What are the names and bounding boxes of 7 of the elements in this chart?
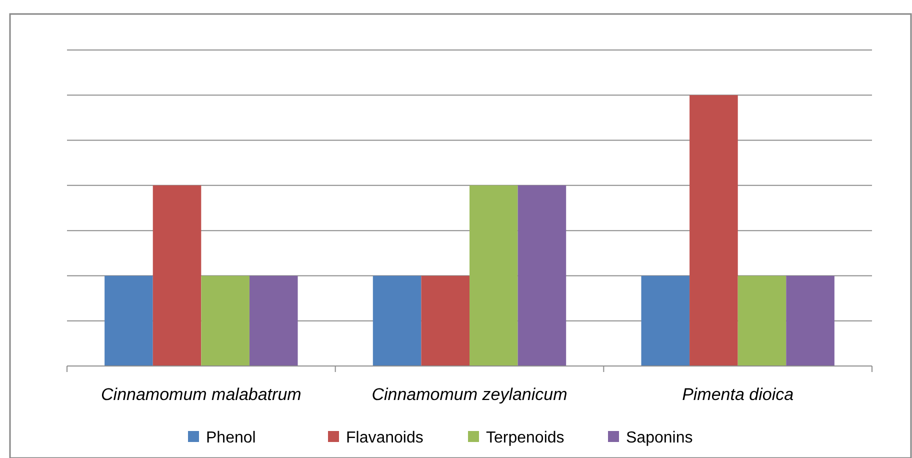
x-tick-label: Pimenta dioica [682, 385, 794, 404]
x-tick-label: Cinnamomum zeylanicum [372, 385, 568, 404]
legend-label: Flavanoids [346, 430, 424, 447]
x-tick-label: Cinnamomum malabatrum [101, 385, 302, 404]
legend-label: Phenol [206, 430, 256, 447]
legend-label: Terpenoids [486, 430, 564, 447]
legend-label: Saponins [626, 430, 693, 447]
